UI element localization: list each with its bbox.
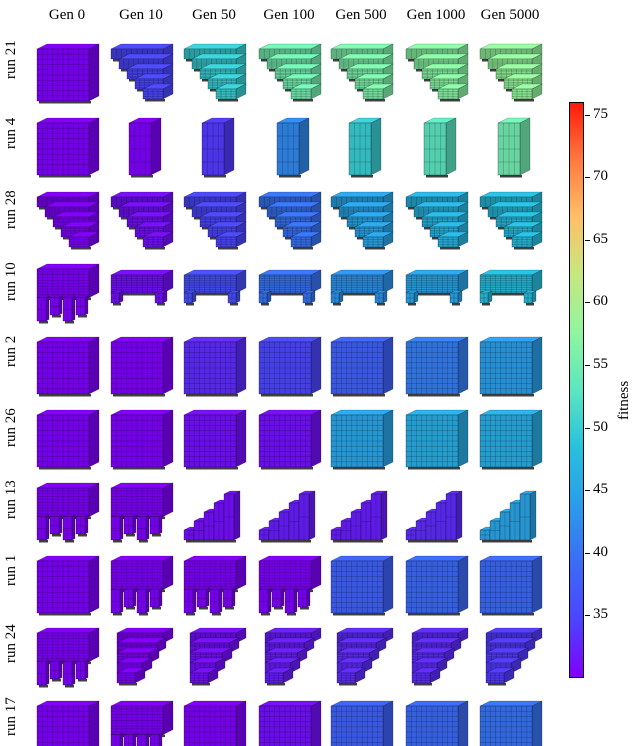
voxel-morphology [405,700,469,746]
voxel-morphology [183,490,241,543]
voxel-morphology [110,191,174,250]
voxel-morphology [330,191,394,250]
voxel-morphology [183,191,247,250]
voxel-morphology [201,117,235,178]
colorbar-tick-label: 70 [593,168,608,185]
colorbar-tick-label: 40 [593,543,608,560]
voxel-morphology [264,627,322,686]
voxel-morphology [423,117,457,178]
voxel-morphology [110,482,174,543]
voxel-morphology [116,627,174,686]
voxel-morphology [110,269,174,306]
colorbar-tick-label: 45 [593,481,608,498]
voxel-morphology [405,490,463,543]
fitness-colorbar [569,102,584,678]
voxel-morphology [330,269,394,306]
voxel-morphology [36,117,100,178]
colorbar-tick-label: 35 [593,606,608,623]
voxel-morphology [110,555,174,616]
colorbar-tick-label: 60 [593,293,608,310]
voxel-morphology [36,336,100,397]
generation-label: Gen 1000 [406,7,466,23]
voxel-morphology [183,43,247,102]
voxel-morphology [479,490,537,543]
colorbar-tick [585,490,590,492]
voxel-morphology [189,627,247,686]
generation-label: Gen 0 [48,7,86,23]
voxel-morphology [336,627,394,686]
voxel-morphology [258,490,316,543]
voxel-morphology [405,43,469,102]
voxel-morphology [110,43,174,102]
colorbar-tick [585,427,590,429]
voxel-morphology [36,43,100,104]
morphology-grid [36,43,543,746]
voxel-morphology [405,336,469,397]
colorbar-tick-label: 55 [593,355,608,372]
colorbar-tick [585,552,590,554]
voxel-morphology [128,117,162,178]
generation-label: Gen 5000 [480,7,540,23]
voxel-morphology [497,117,531,178]
generation-label: Gen 10 [119,7,163,23]
voxel-morphology [258,409,322,470]
voxel-morphology [405,191,469,250]
generation-label: Gen 50 [192,7,236,23]
colorbar-tick [585,114,590,116]
voxel-morphology [183,409,247,470]
colorbar-tick [585,177,590,179]
voxel-morphology [479,336,543,397]
colorbar-tick-label: 65 [593,230,608,247]
voxel-morphology [36,191,100,250]
voxel-morphology [479,43,543,102]
colorbar-tick [585,364,590,366]
voxel-morphology [36,263,100,324]
voxel-morphology [330,409,394,470]
voxel-morphology [348,117,382,178]
voxel-morphology [485,627,543,686]
voxel-morphology [36,482,100,543]
voxel-morphology [330,43,394,102]
colorbar-tick-label: 75 [593,105,608,122]
voxel-morphology [36,627,100,688]
voxel-morphology [479,269,543,306]
voxel-morphology [405,269,469,306]
voxel-morphology [258,43,322,102]
colorbar-tick [585,615,590,617]
colorbar-tick-label: 50 [593,418,608,435]
voxel-morphology [183,336,247,397]
voxel-morphology [258,269,322,306]
colorbar-label: fitness [616,380,632,420]
voxel-morphology [411,627,469,686]
voxel-morphology [110,700,174,746]
voxel-morphology [405,555,469,616]
voxel-morphology [258,191,322,250]
voxel-morphology [36,700,100,746]
voxel-morphology [405,409,469,470]
voxel-morphology [258,336,322,397]
voxel-morphology [330,555,394,616]
voxel-morphology [258,555,322,616]
voxel-morphology [479,409,543,470]
voxel-morphology [330,336,394,397]
generation-label: Gen 100 [263,7,315,23]
voxel-morphology [479,555,543,616]
voxel-morphology [183,700,247,746]
voxel-morphology [110,409,174,470]
voxel-morphology [36,555,100,616]
voxel-morphology [183,555,247,616]
generation-label: Gen 500 [335,7,387,23]
voxel-morphology [110,336,174,397]
colorbar-tick [585,239,590,241]
voxel-morphology [330,700,394,746]
voxel-morphology [479,700,543,746]
voxel-morphology [479,191,543,250]
colorbar-tick [585,302,590,304]
voxel-morphology [183,269,247,306]
voxel-morphology [258,700,322,746]
voxel-morphology [330,490,388,543]
voxel-morphology [276,117,310,178]
voxel-morphology [36,409,100,470]
